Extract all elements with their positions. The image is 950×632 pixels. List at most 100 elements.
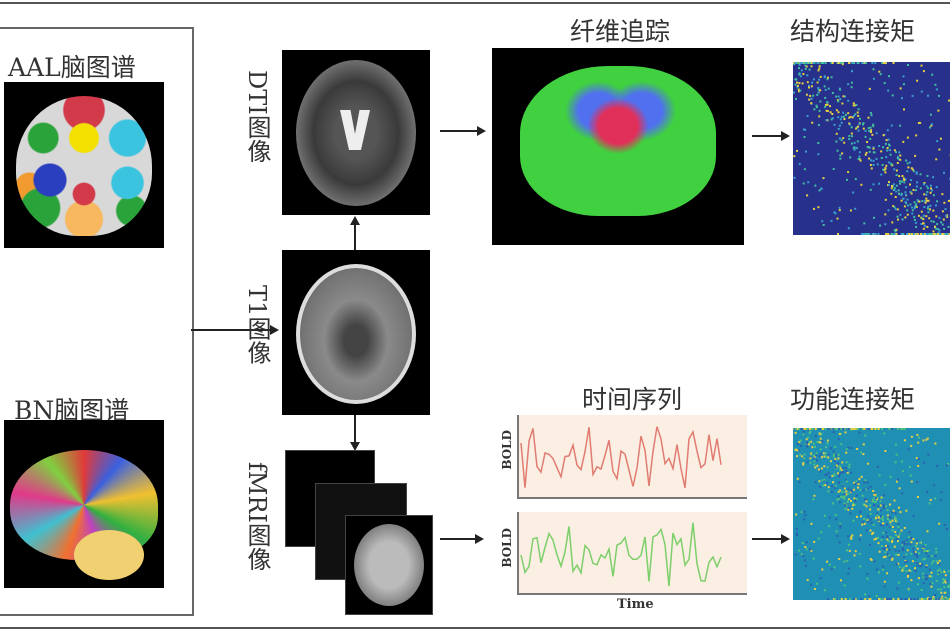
- matrix-cell: [941, 210, 944, 213]
- matrix-cell: [905, 202, 908, 205]
- matrix-cell: [920, 90, 923, 93]
- matrix-cell: [902, 83, 905, 86]
- matrix-cell: [798, 63, 801, 66]
- matrix-cell: [838, 541, 841, 544]
- matrix-cell: [875, 595, 878, 597]
- matrix-cell: [814, 481, 817, 484]
- matrix-cell: [880, 598, 883, 600]
- matrix-cell: [886, 509, 889, 512]
- matrix-cell: [922, 550, 925, 553]
- matrix-cell: [848, 506, 851, 509]
- matrix-cell: [849, 156, 852, 159]
- matrix-cell: [829, 447, 832, 450]
- matrix-cell: [867, 116, 870, 119]
- matrix-cell: [938, 568, 941, 571]
- matrix-cell: [845, 479, 847, 482]
- matrix-cell: [890, 192, 893, 195]
- matrix-cell: [794, 428, 797, 431]
- matrix-cell: [839, 62, 842, 64]
- matrix-cell: [867, 515, 870, 518]
- matrix-cell: [878, 70, 881, 73]
- matrix-cell: [849, 115, 852, 118]
- matrix-cell: [818, 115, 821, 118]
- matrix-cell: [887, 540, 890, 543]
- matrix-cell: [866, 233, 869, 235]
- matrix-cell: [884, 171, 887, 174]
- matrix-cell: [862, 233, 865, 235]
- matrix-cell: [803, 168, 806, 171]
- matrix-cell: [848, 498, 851, 501]
- matrix-cell: [837, 111, 840, 114]
- matrix-cell: [891, 221, 894, 224]
- matrix-cell: [903, 543, 906, 546]
- matrix-cell: [813, 62, 816, 64]
- matrix-cell: [842, 62, 845, 64]
- matrix-cell: [835, 132, 838, 135]
- matrix-cell: [857, 108, 860, 111]
- matrix-cell: [817, 206, 820, 209]
- matrix-cell: [874, 493, 877, 496]
- matrix-cell: [826, 560, 829, 563]
- matrix-cell: [925, 549, 927, 552]
- matrix-cell: [922, 558, 925, 561]
- matrix-cell: [869, 598, 872, 600]
- matrix-cell: [807, 429, 810, 432]
- matrix-cell: [921, 572, 924, 575]
- matrix-cell: [929, 113, 932, 116]
- matrix-cell: [943, 524, 946, 526]
- matrix-cell: [944, 574, 947, 577]
- matrix-cell: [813, 456, 816, 459]
- matrix-cell: [948, 598, 950, 600]
- matrix-cell: [838, 558, 841, 560]
- bold-label-top: BOLD: [500, 430, 514, 470]
- matrix-cell: [839, 489, 842, 492]
- matrix-cell: [895, 184, 898, 187]
- matrix-cell: [837, 475, 840, 478]
- matrix-cell: [799, 428, 802, 430]
- matrix-cell: [827, 472, 830, 475]
- matrix-cell: [809, 548, 812, 551]
- matrix-cell: [897, 532, 900, 535]
- matrix-cell: [884, 62, 887, 64]
- matrix-cell: [808, 84, 810, 87]
- matrix-cell: [854, 483, 857, 486]
- matrix-cell: [869, 126, 872, 129]
- matrix-cell: [819, 428, 821, 430]
- matrix-cell: [934, 83, 937, 86]
- matrix-cell: [818, 67, 821, 70]
- matrix-cell: [888, 428, 891, 430]
- matrix-cell: [945, 580, 948, 582]
- matrix-cell: [879, 224, 882, 227]
- matrix-cell: [800, 62, 803, 64]
- matrix-cell: [906, 560, 909, 563]
- matrix-cell: [895, 151, 897, 154]
- matrix-cell: [825, 109, 828, 112]
- matrix-cell: [824, 473, 827, 476]
- matrix-cell: [895, 518, 898, 521]
- matrix-cell: [907, 166, 910, 169]
- matrix-cell: [927, 453, 930, 456]
- matrix-cell: [815, 104, 818, 107]
- matrix-cell: [866, 141, 869, 143]
- matrix-cell: [935, 580, 938, 582]
- matrix-cell: [920, 210, 923, 213]
- matrix-cell: [837, 498, 840, 500]
- matrix-cell: [908, 536, 911, 539]
- matrix-cell: [909, 536, 912, 539]
- matrix-cell: [866, 577, 869, 580]
- matrix-cell: [882, 532, 885, 534]
- matrix-cell: [844, 95, 846, 98]
- matrix-cell: [922, 218, 925, 221]
- matrix-cell: [889, 153, 892, 156]
- matrix-cell: [937, 588, 940, 591]
- matrix-cell: [882, 522, 884, 525]
- matrix-cell: [904, 559, 907, 562]
- matrix-cell: [918, 598, 921, 600]
- matrix-cell: [830, 568, 833, 571]
- matrix-cell: [874, 428, 877, 430]
- matrix-cell: [824, 484, 827, 487]
- matrix-cell: [892, 183, 895, 186]
- matrix-cell: [822, 452, 825, 455]
- structural-connectivity-matrix: [793, 62, 950, 235]
- matrix-cell: [821, 62, 824, 64]
